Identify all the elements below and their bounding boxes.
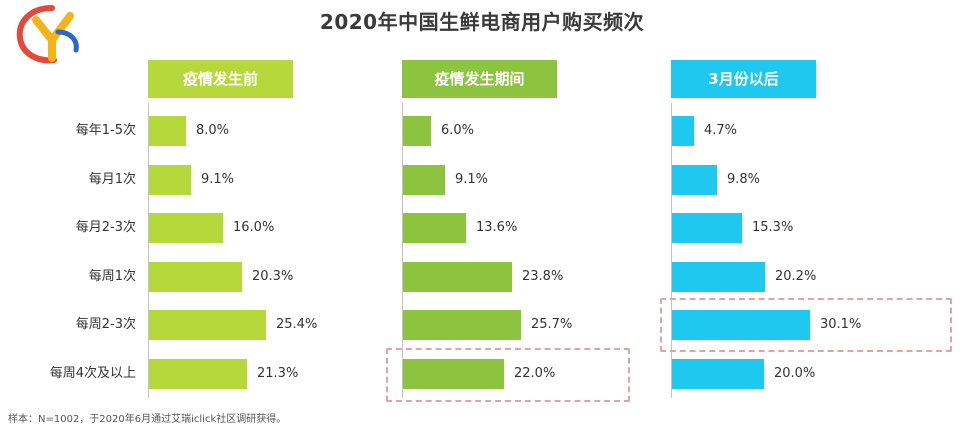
value-label: 21.3% (257, 366, 299, 381)
value-label: 23.8% (522, 269, 564, 284)
value-label: 30.1% (820, 317, 862, 332)
category-label: 每月1次 (88, 172, 136, 187)
value-label: 13.6% (476, 220, 518, 235)
category-label: 每周4次及以上 (49, 366, 136, 381)
panel-header-after: 3月份以后 (671, 60, 816, 98)
value-label: 20.3% (252, 269, 294, 284)
value-label: 22.0% (514, 366, 556, 381)
brand-logo (16, 5, 79, 64)
bar-3-5 (672, 310, 810, 340)
value-label: 9.8% (727, 172, 761, 187)
chart-title: 2020年中国生鲜电商用户购买频次 (319, 10, 645, 34)
value-label: 9.1% (201, 172, 235, 187)
sample-note: 样本：N=1002，于2020年6月通过艾瑞iclick社区调研获得。 (8, 414, 287, 425)
bar-3-4 (672, 262, 765, 292)
bar-2-5 (403, 310, 521, 340)
bar-2-1 (403, 116, 431, 146)
bar-2-6 (403, 359, 504, 389)
bar-2-4 (403, 262, 512, 292)
value-label: 16.0% (233, 220, 275, 235)
bar-2-3 (403, 213, 466, 243)
category-label: 每月2-3次 (75, 220, 136, 235)
axis-line-before (148, 103, 149, 398)
bar-3-2 (672, 165, 717, 195)
bar-1-2 (149, 165, 191, 195)
value-label: 8.0% (196, 123, 230, 138)
axis-line-during (402, 103, 403, 398)
bar-3-1 (672, 116, 694, 146)
bar-2-2 (403, 165, 445, 195)
category-label: 每周2-3次 (75, 317, 136, 332)
value-label: 25.7% (531, 317, 573, 332)
value-label: 9.1% (455, 172, 489, 187)
bar-1-6 (149, 359, 247, 389)
category-label: 每年1-5次 (75, 123, 136, 138)
value-label: 4.7% (704, 123, 738, 138)
value-label: 6.0% (441, 123, 475, 138)
value-label: 25.4% (276, 317, 318, 332)
category-label: 每周1次 (88, 269, 136, 284)
highlight-box-after (660, 298, 952, 352)
bar-3-3 (672, 213, 742, 243)
panel-header-before: 疫情发生前 (148, 60, 293, 98)
bar-1-4 (149, 262, 242, 292)
bar-1-5 (149, 310, 266, 340)
value-label: 20.2% (775, 269, 817, 284)
panel-header-during: 疫情发生期间 (402, 60, 557, 98)
bar-1-1 (149, 116, 186, 146)
value-label: 15.3% (752, 220, 794, 235)
bar-3-6 (672, 359, 764, 389)
highlight-box-during (386, 348, 630, 402)
axis-line-after (671, 103, 672, 398)
bar-1-3 (149, 213, 223, 243)
value-label: 20.0% (774, 366, 816, 381)
